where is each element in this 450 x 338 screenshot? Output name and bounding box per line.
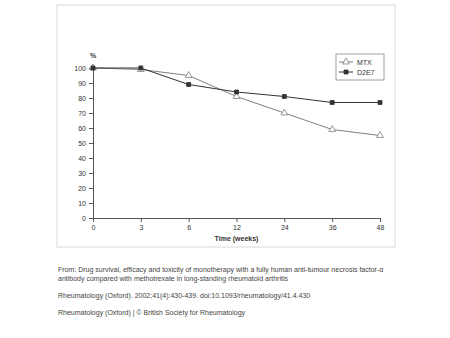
series-marker (330, 101, 334, 105)
y-tick: 70 (78, 110, 93, 117)
y-tick-label: 40 (78, 155, 86, 162)
y-tick: 20 (78, 185, 93, 192)
y-axis-title: % (90, 52, 97, 59)
x-tick-mark (189, 218, 190, 222)
x-tick: 3 (139, 218, 143, 231)
x-axis-line (94, 219, 381, 223)
legend-label: MTX (357, 59, 372, 66)
series-marker (282, 95, 286, 99)
y-tick-label: 20 (78, 185, 86, 192)
x-tick-mark (380, 218, 381, 222)
series-marker (378, 101, 382, 105)
y-tick-label: 90 (78, 80, 86, 87)
x-axis: 03612243648 (92, 218, 385, 231)
x-tick-mark (237, 218, 238, 222)
legend-box (336, 54, 384, 80)
y-tick: 60 (78, 125, 93, 132)
series-marker (329, 126, 336, 132)
x-tick-mark (332, 218, 333, 222)
x-tick-mark (284, 218, 285, 222)
x-tick: 12 (233, 218, 241, 231)
x-tick-label: 48 (377, 224, 385, 231)
y-tick: 90 (78, 80, 93, 87)
legend-marker (344, 70, 348, 74)
series-marker (91, 66, 95, 70)
legend-label: D2E7 (357, 69, 375, 76)
y-axis: 0 10 20 30 40 50 60 70 80 90 100 (74, 65, 93, 222)
y-tick-label: 70 (78, 110, 86, 117)
y-tick-mark (89, 158, 93, 159)
legend: MTX D2E7 (336, 54, 384, 80)
caption-line: From: Drug survival, efficacy and toxici… (58, 266, 383, 274)
chart: 010203040506070809010003612243648%Time (… (0, 0, 450, 338)
x-tick-label: 24 (281, 224, 289, 231)
chart-frame (57, 5, 395, 247)
y-tick-mark (89, 143, 93, 144)
series-marker (235, 90, 239, 94)
y-tick-mark (89, 83, 93, 84)
x-tick-label: 12 (233, 224, 241, 231)
y-tick-mark (89, 218, 93, 219)
series-marker (281, 109, 288, 115)
series-marker (139, 66, 143, 70)
x-tick-mark (93, 218, 94, 222)
y-tick-mark (89, 98, 93, 99)
y-tick-label: 10 (78, 200, 86, 207)
series-marker (185, 72, 192, 78)
y-tick: 0 (82, 215, 93, 222)
y-tick: 50 (78, 140, 93, 147)
x-tick-label: 0 (92, 224, 96, 231)
y-tick-label: 100 (74, 65, 86, 72)
y-tick-label: 50 (78, 140, 86, 147)
y-tick: 80 (78, 95, 93, 102)
x-tick: 48 (377, 218, 385, 231)
x-tick-label: 36 (329, 224, 337, 231)
y-tick-label: 60 (78, 125, 86, 132)
y-tick-mark (89, 128, 93, 129)
y-tick: 10 (78, 200, 93, 207)
series-marker (90, 64, 97, 70)
y-tick: 30 (78, 170, 93, 177)
y-tick-label: 0 (82, 215, 86, 222)
x-tick: 24 (281, 218, 289, 231)
y-tick-mark (89, 113, 93, 114)
caption-line: Rheumatology (Oxford). 2002;41(4):430-43… (58, 292, 310, 300)
series-marker (137, 66, 144, 72)
y-tick-label: 30 (78, 170, 86, 177)
series-marker (187, 83, 191, 87)
y-tick-label: 80 (78, 95, 86, 102)
legend-marker (343, 58, 350, 64)
x-tick: 6 (187, 218, 191, 231)
x-tick-mark (141, 218, 142, 222)
caption-line: antibody compared with methotrexate in l… (58, 275, 288, 283)
x-tick: 36 (329, 218, 337, 231)
x-tick: 0 (92, 218, 96, 231)
y-tick-mark (89, 188, 93, 189)
series-marker (377, 132, 384, 138)
y-tick-mark (89, 203, 93, 204)
x-tick-label: 3 (139, 224, 143, 231)
x-axis-title: Time (weeks) (215, 235, 259, 243)
caption-line: Rheumatology (Oxford) | © British Societ… (58, 309, 246, 317)
x-tick-label: 6 (187, 224, 191, 231)
y-axis-line (89, 69, 94, 219)
y-tick: 40 (78, 155, 93, 162)
y-tick-mark (89, 173, 93, 174)
